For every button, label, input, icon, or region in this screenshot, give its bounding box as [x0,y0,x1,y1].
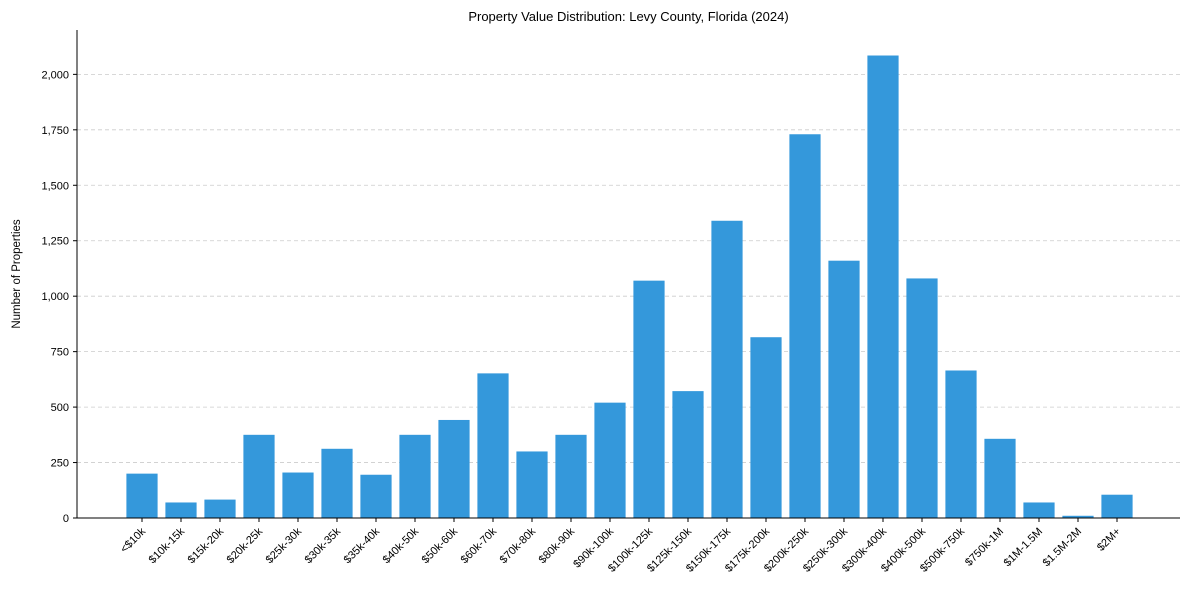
x-tick-label: $750k-1M [963,526,1006,569]
bar [282,472,314,518]
bar [945,370,977,518]
y-tick-label: 500 [51,402,69,414]
x-tick-label: $60k-70k [459,525,500,566]
y-tick-label: 2,000 [41,69,69,81]
bar [243,434,275,518]
bar [438,419,470,518]
x-tick-label: $10k-15k [147,525,188,566]
bar [1101,494,1133,518]
bar [633,280,665,518]
x-tick-label: $1M-1.5M [1002,526,1046,570]
bar [165,502,197,518]
bar [360,474,392,518]
y-tick-label: 750 [51,347,69,359]
bar [672,391,704,518]
bar [1023,502,1055,518]
bar [867,55,899,518]
axes [76,30,1180,519]
x-tick-label: $70k-80k [498,525,539,566]
chart-title: Property Value Distribution: Levy County… [468,9,788,24]
y-axis-title: Number of Properties [11,219,23,329]
bar [204,499,236,518]
bar [477,373,509,518]
y-tick-label: 250 [51,458,69,470]
y-tick-label: 1,500 [41,180,69,192]
x-tick-label: $25k-30k [264,525,305,566]
x-tick-label: $2M+ [1095,526,1123,554]
bar [984,438,1016,518]
y-tick-label: 1,750 [41,125,69,137]
bar [711,220,743,518]
x-tick-label: <$10k [118,525,148,555]
gridlines [77,73,1180,463]
bar [789,134,821,518]
x-tick-label: $20k-25k [225,525,266,566]
x-tick-label: $35k-40k [342,525,383,566]
x-tick-label: $15k-20k [186,525,227,566]
bar [828,260,860,518]
bar [1062,515,1094,518]
bar [594,402,626,518]
bar [321,448,353,518]
bar [126,473,158,518]
bars [126,55,1133,518]
y-tick-label: 0 [63,513,69,525]
x-ticks: <$10k$10k-15k$15k-20k$20k-25k$25k-30k$30… [118,518,1123,575]
bar [516,451,548,518]
y-tick-label: 1,000 [41,291,69,303]
bar [399,434,431,518]
x-tick-label: $50k-60k [420,525,461,566]
x-tick-label: $40k-50k [381,525,422,566]
bar [906,278,938,518]
bar [555,434,587,518]
x-tick-label: $1.5M-2M [1041,526,1085,570]
y-ticks: 0 250 500 750 1,000 1,250 1,500 1,750 2,000 [41,69,77,525]
y-tick-label: 1,250 [41,236,69,248]
x-tick-label: $80k-90k [537,525,578,566]
bar [750,337,782,518]
x-tick-label: $30k-35k [303,525,344,566]
